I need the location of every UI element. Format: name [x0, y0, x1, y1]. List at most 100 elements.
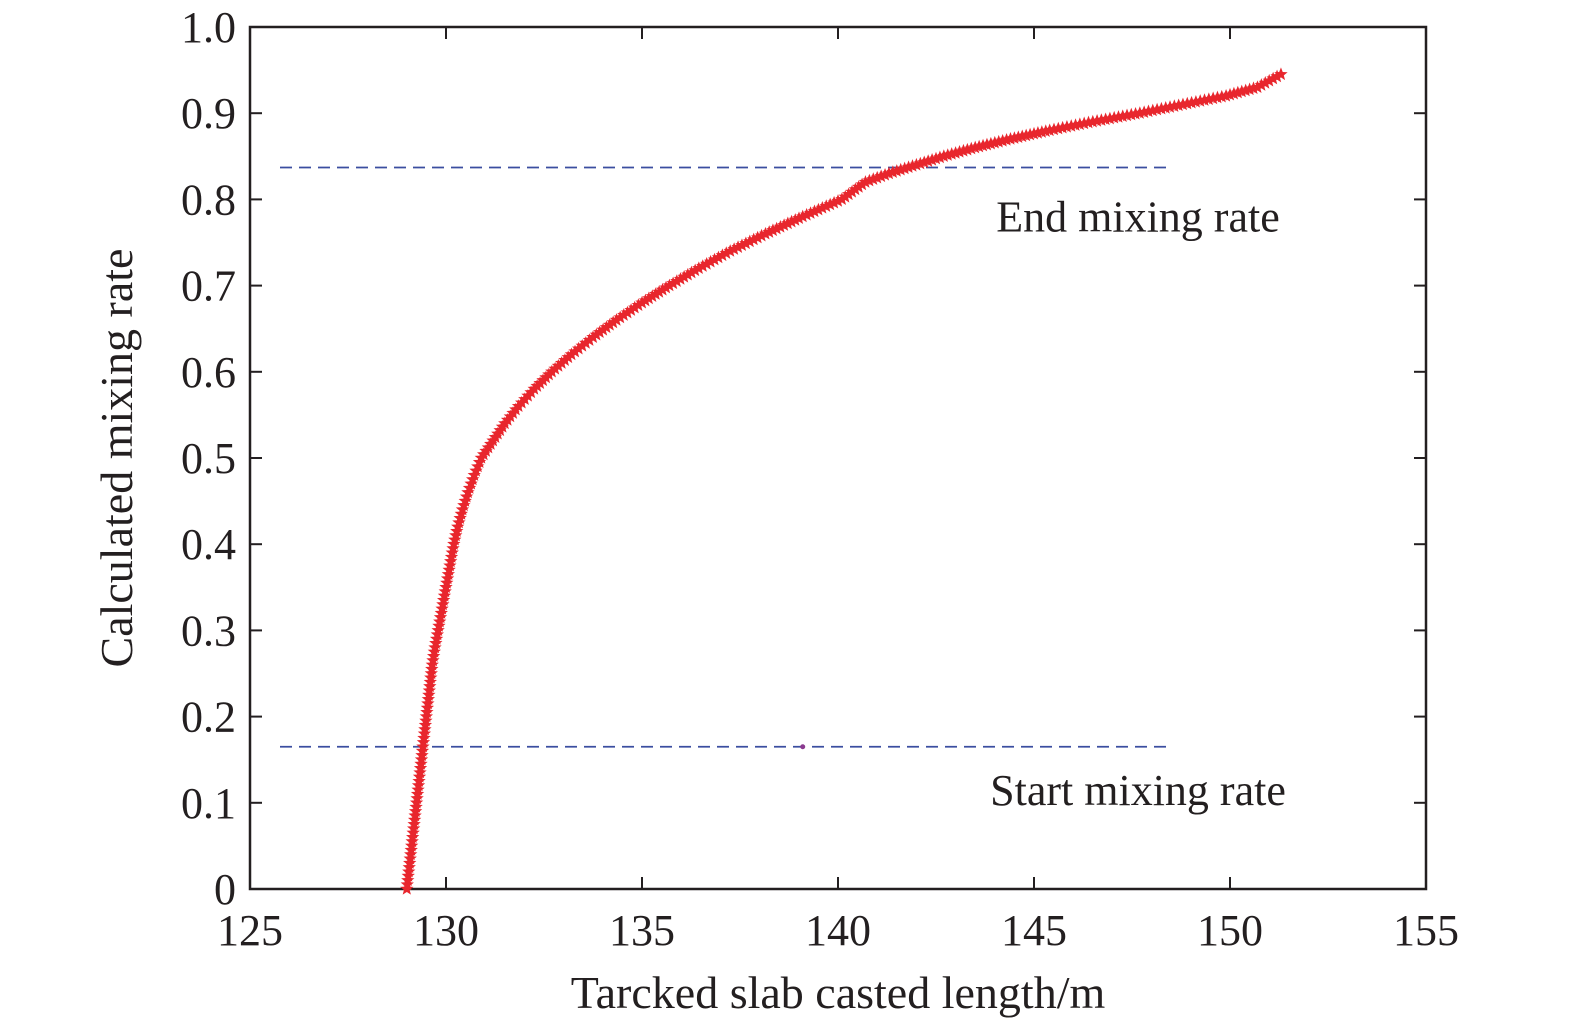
data-point-star [666, 276, 680, 290]
data-point-star [419, 713, 433, 727]
data-point-star [700, 257, 714, 270]
data-point-star [586, 330, 600, 343]
data-point-star [1239, 83, 1253, 97]
data-point-marker [800, 744, 806, 750]
data-point-star [426, 649, 441, 662]
data-point-star [404, 847, 418, 861]
data-point-star [435, 601, 449, 615]
y-tick-label: 0.4 [181, 520, 236, 569]
data-point-star [561, 350, 575, 364]
data-point-star [551, 359, 566, 372]
data-point-star [1043, 123, 1057, 137]
data-point-star [913, 156, 927, 170]
data-point-star [609, 313, 624, 326]
data-point-star [758, 226, 773, 240]
data-point-star [655, 282, 670, 296]
data-point-star [878, 167, 892, 181]
y-tick-label: 0.1 [181, 779, 236, 828]
data-point-star [815, 201, 829, 214]
data-point-star [450, 524, 464, 537]
data-point-star [1068, 118, 1083, 131]
data-point-star [421, 696, 435, 710]
data-point-star [925, 152, 939, 166]
axis-ticks: 125 130 135 140 145 150 155 0 0.1 0.2 0.3 0.4 0.5 0.6… [181, 3, 1459, 955]
data-point-star [571, 341, 586, 355]
y-tick-label: 0.2 [181, 693, 236, 742]
data-point-star [428, 640, 442, 654]
data-point-star [715, 248, 730, 262]
data-point-star [941, 148, 955, 161]
data-point-star [425, 662, 439, 675]
data-point-star [848, 182, 863, 196]
data-point-star [1274, 67, 1288, 81]
data-point-star [1103, 111, 1117, 125]
data-point-star [448, 532, 462, 546]
data-point-star [415, 748, 429, 762]
data-point-star [1077, 116, 1091, 130]
data-point-star [442, 563, 456, 576]
data-point-star [1193, 94, 1207, 107]
data-point-star [405, 838, 419, 852]
data-point-star [995, 133, 1010, 147]
data-point-star [754, 228, 769, 242]
data-point-star [415, 744, 430, 757]
data-point-star [769, 221, 784, 235]
data-point-star [803, 206, 818, 219]
data-point-star [429, 636, 443, 649]
data-point-star [430, 627, 445, 641]
reference-lines [280, 166, 1168, 748]
data-points [400, 67, 1288, 895]
data-point-star [796, 209, 810, 223]
data-point-star [635, 295, 649, 309]
data-point-star [1060, 119, 1074, 133]
data-point-star [582, 333, 597, 346]
data-point-star [420, 700, 435, 714]
data-point-star [631, 298, 646, 311]
data-point-star [1206, 91, 1220, 105]
data-point-star [788, 213, 802, 226]
data-point-star [901, 160, 916, 174]
data-point-star [413, 761, 428, 774]
x-tick-label: 140 [805, 906, 871, 955]
data-point-star [937, 149, 951, 162]
data-point-star [400, 877, 414, 891]
data-point-star [750, 230, 765, 244]
data-point-star [799, 207, 814, 221]
data-point-star [905, 159, 920, 172]
y-tick-label: 0.8 [181, 175, 236, 224]
data-point-star [410, 791, 424, 805]
data-point-star [1051, 121, 1065, 135]
data-point-star [554, 356, 569, 369]
data-point-star [1116, 109, 1130, 122]
data-point-star [929, 151, 943, 165]
data-point-star [444, 550, 459, 563]
data-point-star [1111, 110, 1126, 123]
data-point-star [443, 558, 457, 572]
data-point-star [1128, 106, 1143, 120]
data-point-star [564, 347, 579, 361]
data-point-star [400, 882, 414, 895]
data-point-star [406, 830, 420, 843]
data-point-star [410, 787, 425, 800]
x-tick-label: 145 [1001, 906, 1067, 955]
data-point-star [1210, 90, 1225, 104]
data-point-star [411, 782, 425, 796]
data-point-star [1231, 85, 1245, 99]
data-point-star [1007, 131, 1022, 144]
data-point-star [596, 322, 610, 336]
data-point-star [909, 157, 924, 171]
data-point-star [1090, 114, 1104, 127]
data-point-star [436, 597, 450, 611]
data-point-star [681, 267, 695, 281]
data-point-star [921, 154, 935, 167]
data-point-star [890, 164, 904, 177]
data-point-star [417, 731, 431, 744]
data-point-star [438, 584, 452, 598]
data-point-star [766, 223, 780, 237]
data-point-star [696, 259, 710, 272]
reference-line-label: End mixing rate [996, 193, 1280, 242]
data-point-star [792, 211, 806, 225]
data-point-star [1120, 108, 1134, 122]
data-point-star [414, 757, 428, 770]
data-point-star [845, 185, 859, 198]
